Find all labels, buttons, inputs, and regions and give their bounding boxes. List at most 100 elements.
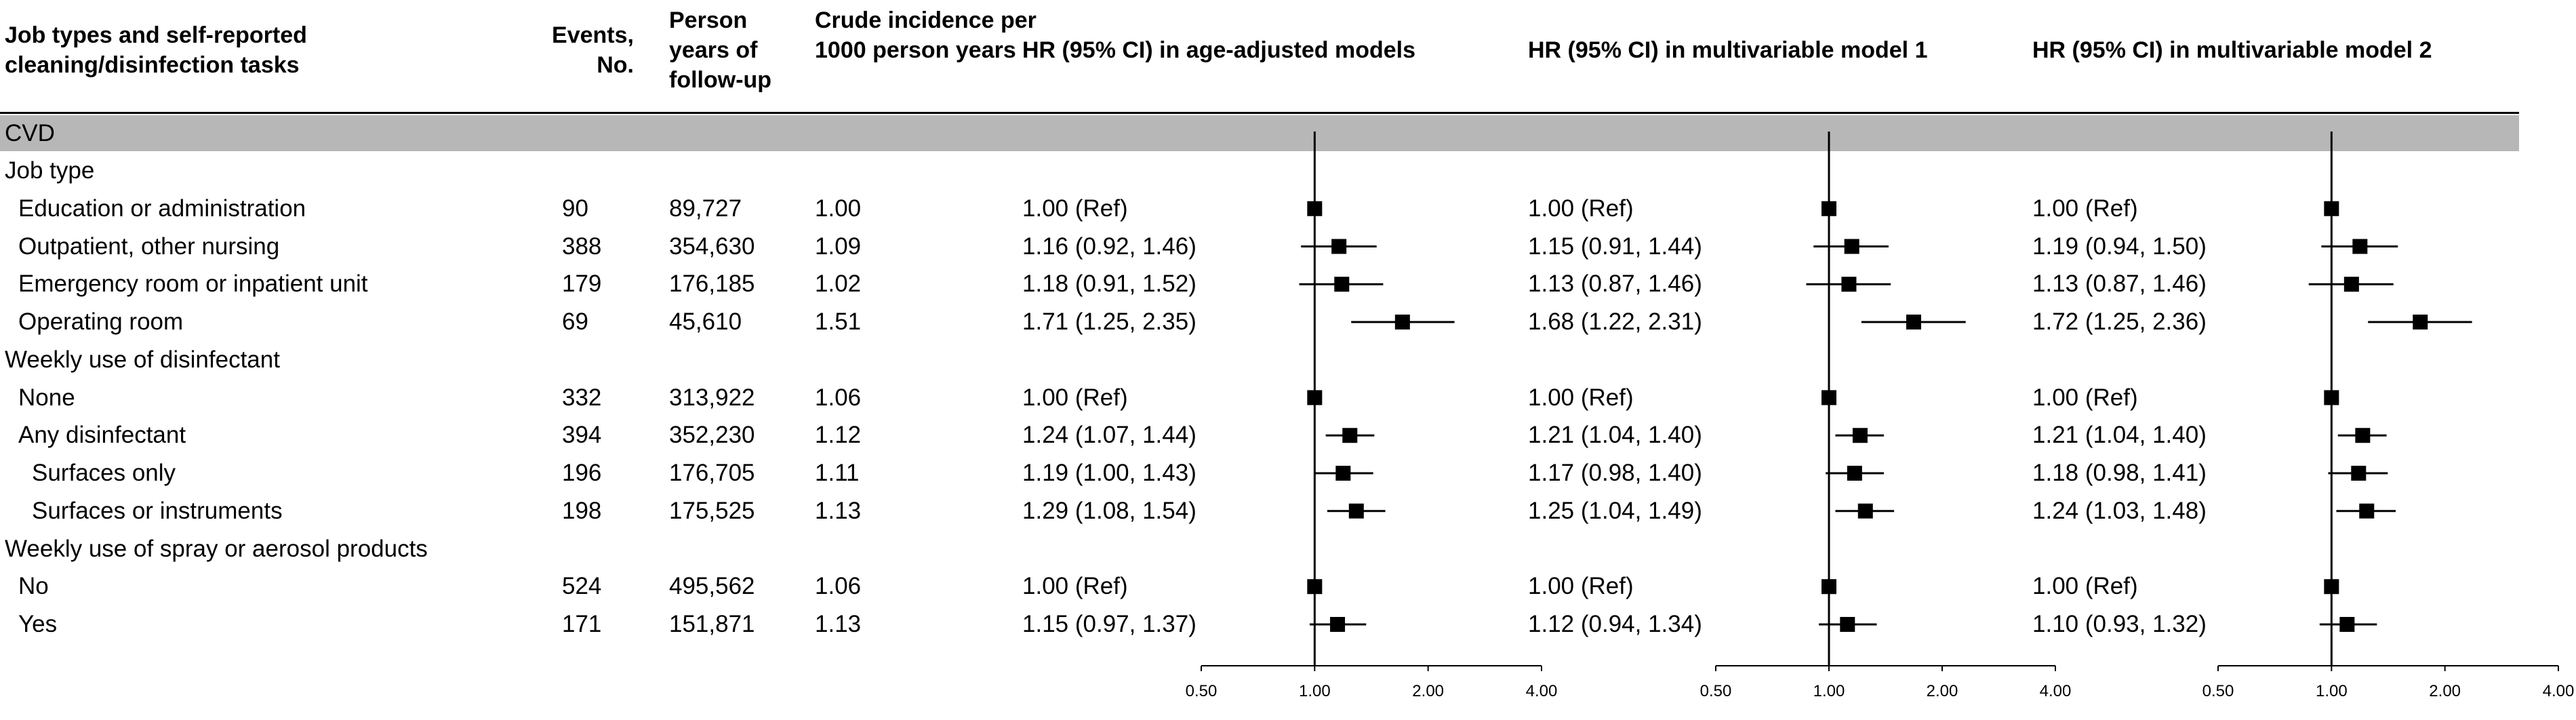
hr-marker xyxy=(2352,239,2368,254)
hr-label: 1.12 (0.94, 1.34) xyxy=(1528,611,1702,637)
hr-label: 1.72 (1.25, 2.36) xyxy=(2032,308,2207,335)
hr-label: 1.19 (1.00, 1.43) xyxy=(1022,460,1196,486)
crude-incidence: 1.06 xyxy=(815,384,862,411)
hr-marker xyxy=(1822,201,1836,216)
hr-marker xyxy=(1857,503,1873,519)
row-label: Education or administration xyxy=(18,195,306,222)
hr-marker xyxy=(1307,579,1323,595)
hr-marker xyxy=(1822,390,1836,405)
panel-title: HR (95% CI) in multivariable model 1 xyxy=(1528,37,1928,63)
column-header: Person years of follow-up xyxy=(669,7,772,93)
x-tick-label: 0.50 xyxy=(1700,682,1732,700)
hr-label: 1.19 (0.94, 1.50) xyxy=(2032,233,2207,260)
events: 388 xyxy=(562,233,602,260)
row-group-label: Weekly use of disinfectant xyxy=(5,346,280,373)
hr-label: 1.24 (1.03, 1.48) xyxy=(2032,497,2207,524)
row-label: Surfaces or instruments xyxy=(32,497,283,524)
hr-marker xyxy=(2413,315,2428,329)
hr-marker xyxy=(2324,390,2339,405)
x-tick-label: 2.00 xyxy=(2429,682,2461,700)
hr-label: 1.00 (Ref) xyxy=(1022,573,1128,600)
hr-marker xyxy=(1334,277,1350,292)
hr-label: 1.25 (1.04, 1.49) xyxy=(1528,497,1702,524)
crude-incidence: 1.12 xyxy=(815,422,862,449)
row-label: Yes xyxy=(18,611,58,637)
panel-title: HR (95% CI) in multivariable model 2 xyxy=(2032,37,2432,63)
row-label: Outpatient, other nursing xyxy=(18,233,280,260)
hr-label: 1.15 (0.97, 1.37) xyxy=(1022,611,1196,637)
person-years: 495,562 xyxy=(669,573,755,600)
events: 198 xyxy=(562,497,602,524)
row-group-label: Weekly use of spray or aerosol products xyxy=(5,535,428,562)
section-label: CVD xyxy=(5,120,55,146)
hr-label: 1.10 (0.93, 1.32) xyxy=(2032,611,2207,637)
person-years: 176,705 xyxy=(669,460,755,486)
crude-incidence: 1.00 xyxy=(815,195,862,222)
crude-incidence: 1.11 xyxy=(815,460,860,486)
events: 524 xyxy=(562,573,602,600)
hr-marker xyxy=(1840,617,1855,632)
hr-marker xyxy=(2324,579,2339,595)
hr-label: 1.21 (1.04, 1.40) xyxy=(2032,422,2207,449)
x-tick-label: 4.00 xyxy=(2543,682,2575,700)
events: 332 xyxy=(562,384,602,411)
x-tick-label: 1.00 xyxy=(1299,682,1331,700)
hr-label: 1.15 (0.91, 1.44) xyxy=(1528,233,1702,260)
row-label: Operating room xyxy=(18,308,184,335)
hr-marker xyxy=(1844,239,1859,254)
hr-marker xyxy=(1330,617,1346,632)
column-header: Crude incidence per 1000 person years xyxy=(815,7,1037,63)
person-years: 151,871 xyxy=(669,611,755,637)
hr-label: 1.00 (Ref) xyxy=(1528,195,1634,222)
hr-label: 1.00 (Ref) xyxy=(1022,195,1128,222)
hr-marker xyxy=(2359,503,2375,519)
hr-marker xyxy=(1847,466,1862,481)
crude-incidence: 1.13 xyxy=(815,497,862,524)
hr-marker xyxy=(2339,617,2355,632)
row-label: Any disinfectant xyxy=(18,422,186,449)
events: 394 xyxy=(562,422,602,449)
row-label: No xyxy=(18,573,49,600)
hr-marker xyxy=(1348,503,1364,519)
section-bar xyxy=(0,115,2519,151)
hr-marker xyxy=(2355,428,2371,443)
hr-marker xyxy=(1822,579,1836,595)
panel-title: HR (95% CI) in age-adjusted models xyxy=(1022,37,1415,63)
x-tick-label: 2.00 xyxy=(1412,682,1444,700)
row-label: None xyxy=(18,384,75,411)
column-header: Job types and self-reported cleaning/dis… xyxy=(5,22,307,78)
row-label: Emergency room or inpatient unit xyxy=(18,271,368,298)
x-tick-label: 1.00 xyxy=(2316,682,2348,700)
person-years: 89,727 xyxy=(669,195,742,222)
x-tick-label: 2.00 xyxy=(1927,682,1958,700)
crude-incidence: 1.09 xyxy=(815,233,862,260)
events: 196 xyxy=(562,460,602,486)
person-years: 354,630 xyxy=(669,233,755,260)
hr-marker xyxy=(1906,315,1921,329)
person-years: 352,230 xyxy=(669,422,755,449)
hr-label: 1.00 (Ref) xyxy=(2032,573,2138,600)
hr-marker xyxy=(1307,390,1323,405)
hr-label: 1.71 (1.25, 2.35) xyxy=(1022,308,1196,335)
hr-label: 1.00 (Ref) xyxy=(1528,384,1634,411)
hr-label: 1.13 (0.87, 1.46) xyxy=(2032,271,2207,298)
person-years: 313,922 xyxy=(669,384,755,411)
hr-label: 1.24 (1.07, 1.44) xyxy=(1022,422,1196,449)
hr-marker xyxy=(1342,428,1358,443)
events: 90 xyxy=(562,195,588,222)
hr-marker xyxy=(1841,277,1857,292)
x-tick-label: 4.00 xyxy=(2040,682,2072,700)
hr-label: 1.18 (0.91, 1.52) xyxy=(1022,271,1196,298)
hr-label: 1.18 (0.98, 1.41) xyxy=(2032,460,2207,486)
hr-label: 1.16 (0.92, 1.46) xyxy=(1022,233,1196,260)
column-header: Events, No. xyxy=(552,22,634,78)
hr-label: 1.17 (0.98, 1.40) xyxy=(1528,460,1702,486)
hr-label: 1.00 (Ref) xyxy=(1022,384,1128,411)
rule xyxy=(0,112,2519,114)
hr-marker xyxy=(2324,201,2339,216)
x-tick-label: 4.00 xyxy=(1526,682,1558,700)
crude-incidence: 1.02 xyxy=(815,271,862,298)
hr-marker xyxy=(1394,315,1410,329)
hr-marker xyxy=(1335,466,1351,481)
